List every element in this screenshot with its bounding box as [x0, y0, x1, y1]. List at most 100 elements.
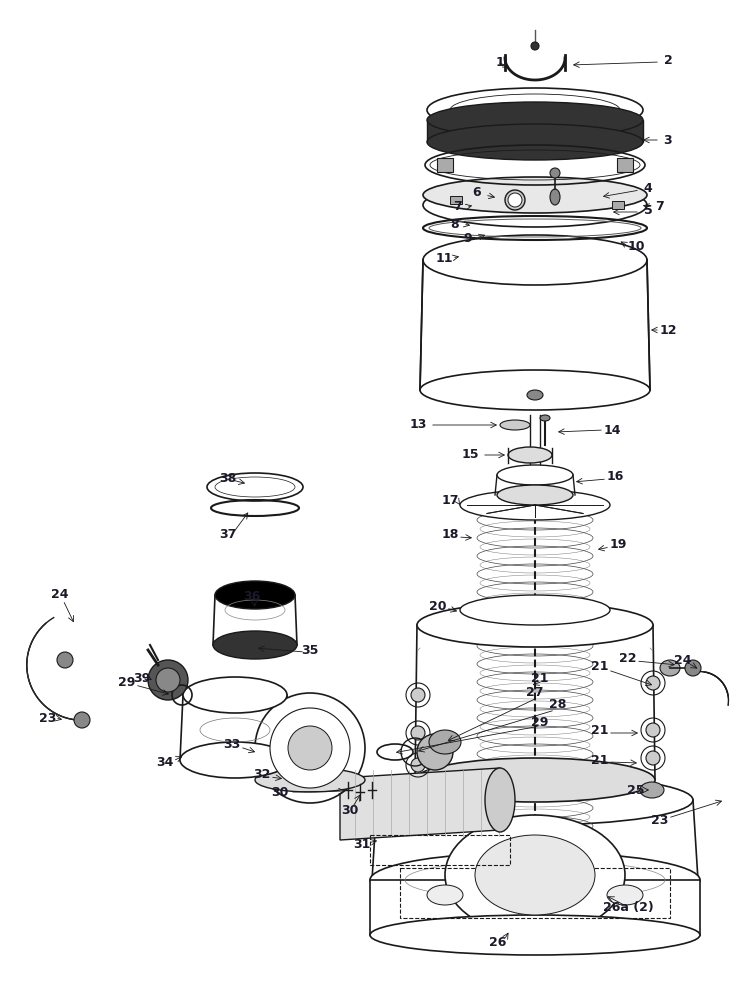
Text: 10: 10	[627, 239, 644, 252]
Ellipse shape	[497, 465, 573, 485]
Ellipse shape	[377, 775, 693, 825]
Text: 17: 17	[441, 493, 459, 506]
Ellipse shape	[531, 42, 539, 50]
Ellipse shape	[485, 768, 515, 832]
Text: 24: 24	[51, 588, 68, 601]
Text: 25: 25	[627, 784, 644, 796]
Text: 29: 29	[118, 676, 135, 690]
Text: 4: 4	[644, 182, 653, 194]
Text: 2: 2	[663, 53, 672, 66]
Ellipse shape	[148, 660, 188, 700]
Ellipse shape	[508, 447, 552, 463]
Bar	[617, 158, 633, 172]
Ellipse shape	[370, 915, 700, 955]
Bar	[370, 880, 700, 935]
Text: 33: 33	[223, 738, 241, 752]
Bar	[437, 158, 453, 172]
Polygon shape	[415, 625, 655, 780]
Text: 12: 12	[660, 324, 677, 336]
Ellipse shape	[460, 595, 610, 625]
Bar	[450, 196, 462, 204]
Ellipse shape	[685, 660, 701, 676]
Ellipse shape	[460, 490, 610, 520]
Ellipse shape	[370, 852, 700, 908]
Ellipse shape	[423, 183, 647, 227]
Ellipse shape	[500, 420, 530, 430]
Ellipse shape	[180, 742, 290, 778]
Text: 23: 23	[651, 814, 669, 826]
Ellipse shape	[550, 189, 560, 205]
Text: 28: 28	[549, 698, 567, 712]
Ellipse shape	[660, 660, 680, 676]
Text: 20: 20	[429, 599, 447, 612]
Text: 21: 21	[591, 724, 609, 738]
Text: 39: 39	[133, 672, 150, 684]
Ellipse shape	[411, 726, 425, 740]
Ellipse shape	[429, 730, 461, 754]
Text: 9: 9	[464, 232, 472, 244]
Text: 35: 35	[302, 644, 319, 656]
Ellipse shape	[74, 712, 90, 728]
Ellipse shape	[445, 815, 625, 935]
Text: 26: 26	[490, 936, 507, 948]
Polygon shape	[420, 260, 650, 390]
Ellipse shape	[57, 652, 73, 668]
Ellipse shape	[270, 708, 350, 788]
Ellipse shape	[427, 885, 463, 905]
Ellipse shape	[646, 751, 660, 765]
Text: 3: 3	[664, 133, 672, 146]
Bar	[400, 868, 670, 918]
Ellipse shape	[646, 676, 660, 690]
Text: 23: 23	[39, 712, 56, 724]
Text: 26a (2): 26a (2)	[602, 902, 653, 914]
Ellipse shape	[505, 190, 525, 210]
Bar	[427, 120, 643, 142]
Text: 19: 19	[609, 538, 626, 552]
Ellipse shape	[207, 473, 303, 501]
Text: 30: 30	[271, 786, 289, 798]
Ellipse shape	[411, 688, 425, 702]
Text: 6: 6	[473, 186, 481, 200]
Ellipse shape	[527, 390, 543, 400]
Text: 14: 14	[603, 424, 620, 436]
Ellipse shape	[540, 415, 550, 421]
Text: 13: 13	[409, 418, 426, 432]
Ellipse shape	[415, 758, 655, 802]
Text: 32: 32	[253, 768, 271, 782]
Text: 7: 7	[453, 200, 462, 214]
Ellipse shape	[255, 693, 365, 803]
Text: 21: 21	[531, 672, 549, 684]
Ellipse shape	[640, 782, 664, 798]
Text: 31: 31	[353, 838, 371, 852]
Text: 21: 21	[591, 660, 609, 674]
Ellipse shape	[288, 726, 332, 770]
Ellipse shape	[646, 723, 660, 737]
Text: 34: 34	[156, 756, 174, 768]
Bar	[612, 201, 624, 209]
Polygon shape	[340, 768, 500, 840]
Text: 21: 21	[591, 754, 609, 766]
Text: 18: 18	[441, 528, 459, 542]
Text: 37: 37	[220, 528, 237, 542]
Text: 38: 38	[220, 472, 237, 485]
Ellipse shape	[508, 193, 522, 207]
Ellipse shape	[427, 102, 643, 138]
Text: 27: 27	[526, 686, 544, 698]
Ellipse shape	[427, 124, 643, 160]
Ellipse shape	[475, 835, 595, 915]
Text: 24: 24	[675, 654, 692, 666]
Text: 15: 15	[461, 448, 479, 462]
Text: 7: 7	[656, 200, 664, 214]
Text: 8: 8	[450, 218, 459, 231]
Text: 30: 30	[341, 804, 359, 816]
Text: 22: 22	[619, 652, 637, 664]
Ellipse shape	[607, 885, 643, 905]
Ellipse shape	[183, 677, 287, 713]
Bar	[370, 835, 510, 865]
Ellipse shape	[423, 235, 647, 285]
Text: 5: 5	[644, 204, 653, 217]
Ellipse shape	[417, 734, 453, 770]
Ellipse shape	[411, 758, 425, 772]
Ellipse shape	[423, 177, 647, 213]
Text: 29: 29	[532, 716, 549, 730]
